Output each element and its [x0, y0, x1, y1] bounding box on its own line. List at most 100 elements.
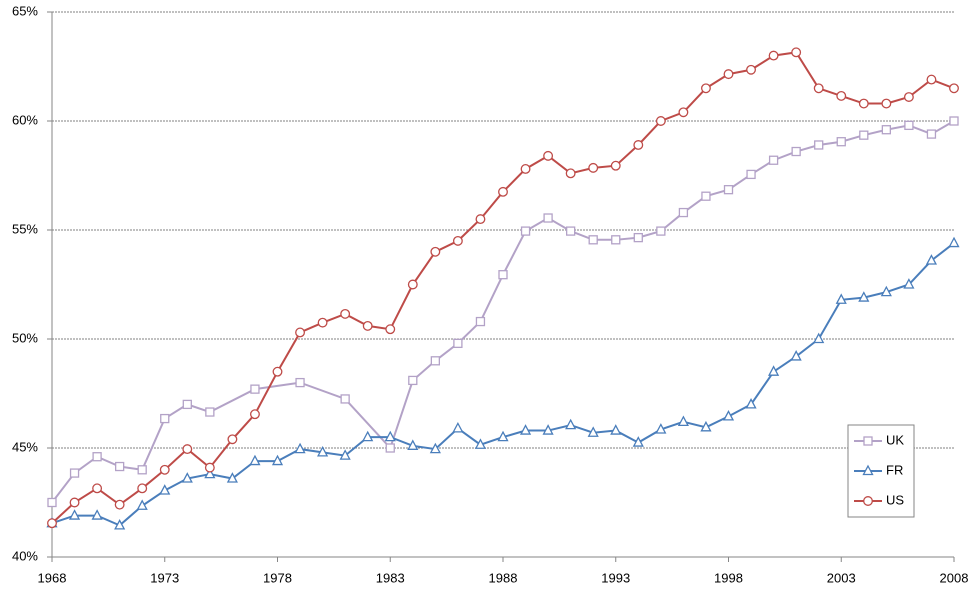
marker: [497, 430, 509, 442]
marker: [340, 394, 350, 404]
y-tick-label: 45%: [12, 439, 38, 454]
marker: [632, 436, 644, 447]
marker: [250, 384, 260, 394]
marker: [790, 350, 802, 361]
marker: [519, 424, 532, 435]
marker: [429, 442, 441, 454]
x-tick-label: 1983: [376, 570, 405, 585]
x-tick-label: 1978: [263, 570, 292, 585]
marker: [452, 235, 463, 246]
marker: [700, 420, 712, 432]
marker: [407, 439, 419, 450]
marker: [813, 83, 824, 94]
marker: [948, 236, 960, 248]
marker: [633, 140, 644, 150]
marker: [863, 436, 873, 446]
marker: [814, 140, 824, 150]
marker: [430, 356, 441, 366]
marker: [565, 168, 576, 179]
marker: [859, 130, 869, 140]
marker: [137, 483, 148, 494]
x-tick-label: 1973: [150, 570, 179, 585]
marker: [69, 497, 80, 508]
marker: [835, 293, 847, 304]
marker: [588, 162, 599, 173]
marker: [362, 320, 373, 331]
marker: [926, 74, 937, 85]
marker: [249, 409, 260, 420]
y-tick-label: 60%: [12, 112, 38, 127]
marker: [474, 438, 487, 449]
marker: [836, 137, 846, 147]
marker: [611, 235, 621, 245]
marker: [160, 413, 170, 424]
marker: [925, 254, 938, 265]
y-tick-label: 65%: [12, 3, 38, 18]
marker: [498, 186, 508, 197]
marker: [204, 462, 215, 473]
marker: [542, 424, 554, 435]
marker: [498, 270, 508, 280]
marker: [813, 332, 825, 344]
x-tick-label: 1998: [714, 570, 743, 585]
marker: [408, 375, 418, 386]
marker: [926, 129, 937, 139]
legend-label: UK: [886, 432, 904, 447]
marker: [205, 407, 215, 417]
marker: [137, 465, 147, 475]
marker: [722, 410, 735, 421]
marker: [610, 160, 621, 171]
marker: [746, 64, 757, 75]
marker: [159, 484, 171, 495]
marker: [566, 226, 576, 236]
marker: [47, 497, 57, 508]
marker: [768, 155, 779, 165]
marker: [452, 421, 464, 433]
marker: [836, 90, 847, 101]
y-tick-label: 40%: [12, 548, 38, 563]
marker: [768, 365, 780, 376]
marker: [182, 444, 193, 455]
marker: [880, 285, 892, 297]
marker: [587, 426, 599, 437]
marker: [677, 415, 689, 426]
marker: [791, 146, 801, 157]
marker: [136, 499, 148, 510]
marker: [407, 279, 418, 290]
marker: [791, 47, 802, 58]
marker: [317, 317, 328, 328]
marker: [47, 518, 57, 529]
marker: [633, 232, 643, 243]
marker: [858, 291, 870, 302]
x-tick-label: 1988: [489, 570, 518, 585]
marker: [678, 107, 689, 118]
marker: [701, 83, 711, 94]
marker: [159, 464, 170, 475]
y-tick-label: 55%: [12, 221, 38, 236]
marker: [295, 327, 306, 338]
marker: [271, 454, 284, 466]
marker: [701, 191, 711, 201]
marker: [181, 472, 193, 483]
marker: [610, 424, 622, 435]
marker: [863, 496, 873, 506]
marker: [385, 324, 396, 335]
marker: [92, 452, 102, 462]
x-tick-label: 1993: [601, 570, 630, 585]
marker: [92, 483, 103, 494]
marker: [68, 509, 81, 520]
marker: [453, 338, 463, 349]
x-tick-label: 1968: [38, 570, 67, 585]
marker: [543, 213, 553, 223]
marker: [317, 445, 329, 457]
marker: [475, 316, 486, 327]
marker: [385, 443, 395, 453]
marker: [904, 120, 914, 131]
marker: [520, 164, 531, 174]
legend-label: FR: [886, 462, 903, 477]
marker: [115, 461, 125, 472]
series-line: [51, 242, 955, 527]
marker: [91, 509, 103, 520]
marker: [949, 83, 959, 94]
